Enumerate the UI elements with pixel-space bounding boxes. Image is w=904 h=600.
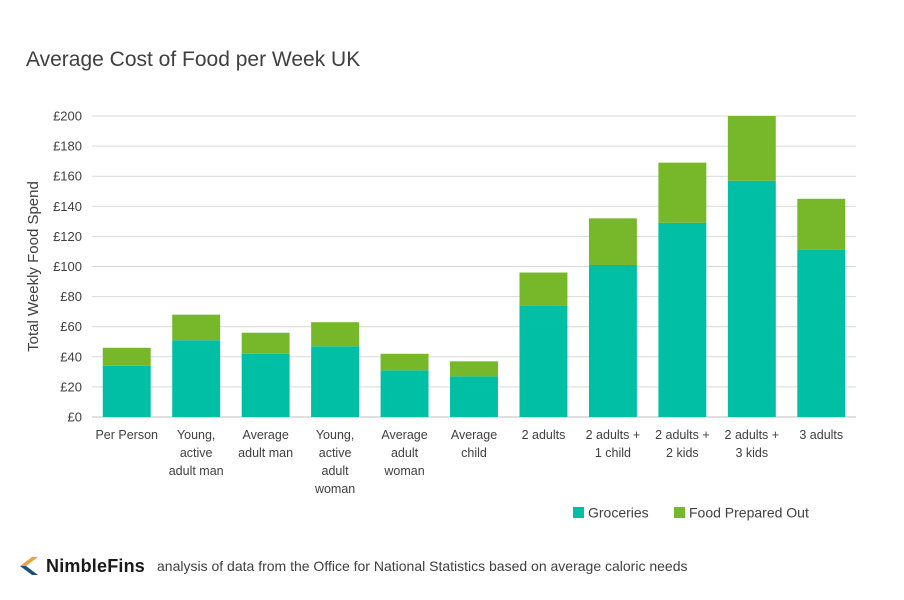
- category-label: Average adult man: [238, 428, 293, 460]
- bar-food-prepared-out: [658, 162, 707, 223]
- bar-groceries: [311, 346, 360, 417]
- bar-groceries: [519, 305, 568, 417]
- y-tick-label: £180: [53, 139, 82, 154]
- chart: Average Cost of Food per Week UK Total W…: [25, 48, 856, 521]
- category-label: 3 adults: [799, 428, 843, 442]
- category-label: Per Person: [95, 428, 158, 442]
- category-label: 2 adults +1 child: [586, 428, 641, 460]
- category-labels: Per Person Young, active adult man Average ad…: [95, 428, 843, 496]
- bar-groceries: [588, 264, 637, 417]
- y-tick-label: £80: [60, 289, 82, 304]
- y-tick-label: £100: [53, 259, 82, 274]
- bar-food-prepared-out: [172, 314, 221, 341]
- legend-label: Groceries: [588, 505, 649, 521]
- category-label: Young, active adult woman: [314, 428, 355, 496]
- category-label: 2 adults +3 kids: [725, 428, 780, 460]
- chart-title: Average Cost of Food per Week UK: [26, 48, 360, 71]
- bar-groceries: [241, 353, 290, 417]
- source-note: analysis of data from the Office for Nat…: [157, 558, 688, 574]
- bar-groceries: [102, 365, 151, 417]
- bar-food-prepared-out: [450, 361, 498, 377]
- legend: Groceries Food Prepared Out: [573, 505, 809, 521]
- category-label: 2 adults: [522, 428, 566, 442]
- bar-food-prepared-out: [102, 347, 151, 366]
- y-tick-label: £160: [53, 169, 82, 184]
- y-tick-label: £120: [53, 229, 82, 244]
- y-tick-label: £0: [68, 410, 82, 425]
- bar-groceries: [450, 376, 498, 417]
- y-tick-labels: £0 £20 £40 £60 £80 £100 £120 £140 £160 £180 £200: [53, 109, 82, 425]
- category-label: Young, active adult man: [169, 428, 224, 478]
- y-tick-label: £60: [60, 319, 82, 334]
- legend-swatch: [573, 507, 584, 518]
- bar-groceries: [658, 222, 707, 417]
- y-axis-label: Total Weekly Food Spend: [25, 181, 42, 352]
- bar-food-prepared-out: [241, 332, 290, 354]
- y-tick-label: £20: [60, 379, 82, 394]
- y-tick-label: £140: [53, 199, 82, 214]
- footer: NimbleFins analysis of data from the Off…: [18, 554, 687, 578]
- bar-food-prepared-out: [797, 198, 846, 250]
- bar-groceries: [797, 249, 846, 417]
- brand-name: NimbleFins: [46, 555, 146, 576]
- bar-food-prepared-out: [588, 218, 637, 265]
- bar-groceries: [727, 180, 776, 417]
- category-label: Average child: [451, 428, 497, 460]
- y-tick-label: £40: [60, 349, 82, 364]
- bar-food-prepared-out: [519, 272, 568, 306]
- bar-food-prepared-out: [380, 353, 429, 371]
- category-label: Average adult woman: [381, 428, 427, 478]
- legend-swatch: [674, 507, 685, 518]
- bars: [102, 116, 846, 417]
- legend-label: Food Prepared Out: [689, 505, 809, 521]
- bar-groceries: [380, 370, 429, 417]
- chevron-logo-icon: [20, 557, 38, 575]
- bar-food-prepared-out: [311, 322, 360, 347]
- y-tick-label: £200: [53, 109, 82, 124]
- category-label: 2 adults +2 kids: [655, 428, 710, 460]
- bar-groceries: [172, 340, 221, 417]
- bar-food-prepared-out: [727, 116, 776, 181]
